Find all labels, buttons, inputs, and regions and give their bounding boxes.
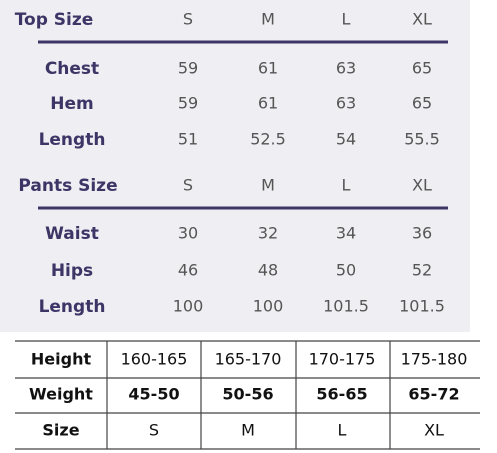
cell-value: 55.5 (404, 130, 440, 149)
cell-value: 56-65 (316, 385, 367, 404)
column-header: XL (412, 10, 432, 29)
column-header: M (261, 176, 275, 195)
row-label: Weight (29, 385, 93, 404)
row-label: Hem (50, 94, 93, 114)
cell-value: 54 (336, 130, 356, 149)
cell-value: 34 (336, 224, 356, 243)
cell-value: 65 (412, 59, 432, 78)
cell-value: 160-165 (121, 350, 188, 369)
fit-grid (15, 340, 480, 450)
column-header: L (342, 176, 351, 195)
row-label: Hips (51, 261, 93, 281)
row-label: Waist (45, 224, 99, 244)
cell-value: 65-72 (408, 385, 459, 404)
cell-value: 59 (178, 94, 198, 113)
cell-value: 51 (178, 130, 198, 149)
cell-value: 36 (412, 224, 432, 243)
cell-value: 61 (258, 94, 278, 113)
section-title: Top Size (15, 10, 94, 30)
cell-value: 48 (258, 261, 278, 280)
column-header: L (342, 10, 351, 29)
row-label: Length (39, 130, 106, 150)
column-header: S (183, 176, 193, 195)
cell-value: M (241, 421, 255, 440)
cell-value: L (338, 421, 347, 440)
cell-value: 50-56 (222, 385, 273, 404)
cell-value: 101.5 (323, 297, 369, 316)
cell-value: 100 (173, 297, 204, 316)
row-label: Size (42, 421, 79, 440)
cell-value: 32 (258, 224, 278, 243)
cell-value: 46 (178, 261, 198, 280)
row-label: Height (31, 350, 92, 369)
row-label: Chest (45, 59, 99, 79)
cell-value: 50 (336, 261, 356, 280)
cell-value: 65 (412, 94, 432, 113)
row-label: Length (39, 297, 106, 317)
cell-value: 101.5 (399, 297, 445, 316)
cell-value: 59 (178, 59, 198, 78)
cell-value: 100 (253, 297, 284, 316)
cell-value: 170-175 (309, 350, 376, 369)
cell-value: 63 (336, 94, 356, 113)
cell-value: 45-50 (128, 385, 179, 404)
cell-value: 61 (258, 59, 278, 78)
column-header: M (261, 10, 275, 29)
cell-value: 165-170 (215, 350, 282, 369)
cell-value: 63 (336, 59, 356, 78)
cell-value: 175-180 (401, 350, 468, 369)
cell-value: 52.5 (250, 130, 286, 149)
column-header: S (183, 10, 193, 29)
cell-value: XL (424, 421, 444, 440)
panel-bg (0, 0, 470, 332)
cell-value: 52 (412, 261, 432, 280)
cell-value: S (149, 421, 159, 440)
column-header: XL (412, 176, 432, 195)
cell-value: 30 (178, 224, 198, 243)
section-title: Pants Size (18, 176, 117, 196)
